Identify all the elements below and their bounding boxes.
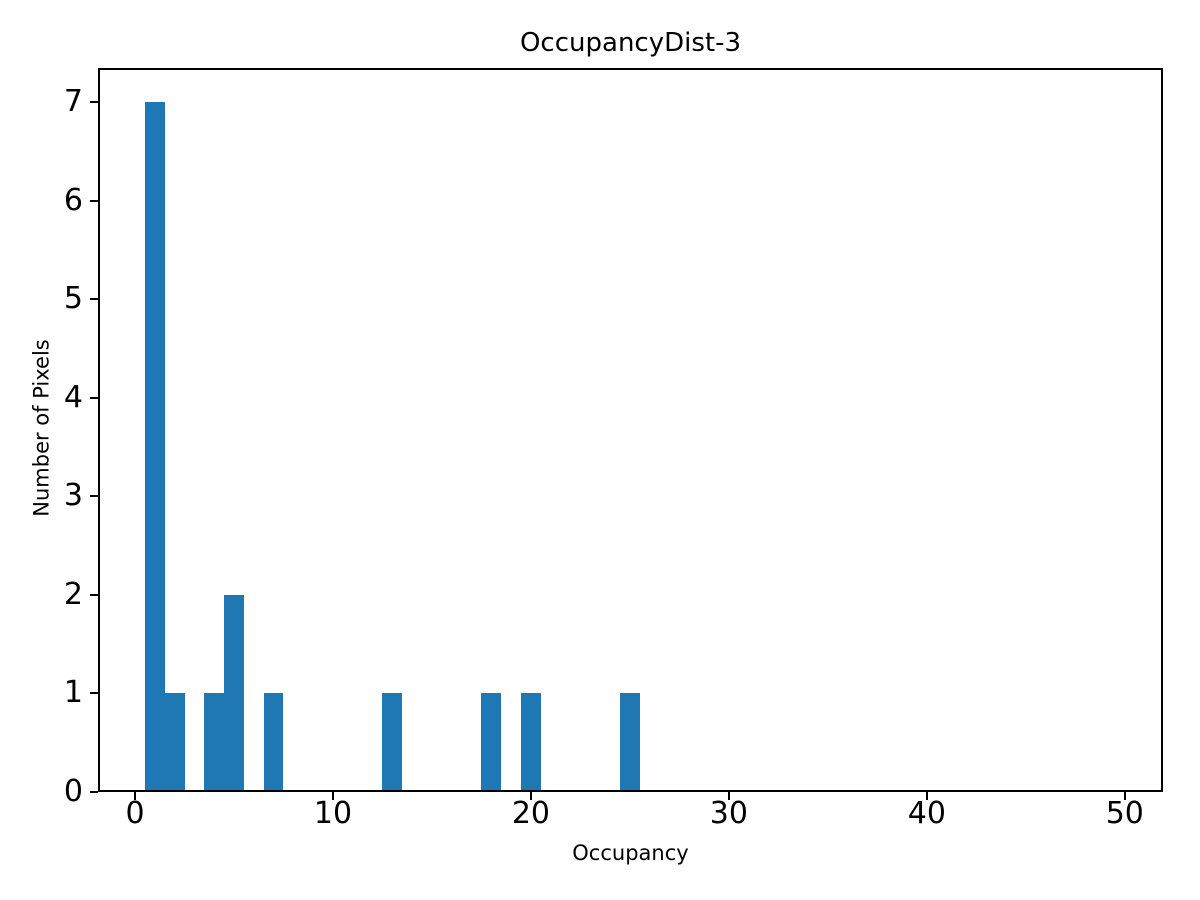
histogram-bar <box>224 595 244 790</box>
histogram-bar <box>165 693 185 790</box>
y-tick-label: 3 <box>63 478 83 514</box>
x-tick-label: 50 <box>1105 796 1144 831</box>
x-tick-mark <box>530 792 532 800</box>
x-tick-label: 20 <box>511 796 551 831</box>
y-tick-mark <box>90 594 98 596</box>
y-tick-mark <box>90 495 98 497</box>
plot-area <box>98 68 1163 792</box>
y-tick-label: 5 <box>63 281 83 317</box>
x-tick-mark <box>332 792 334 800</box>
x-tick-mark <box>134 792 136 800</box>
chart-title: OccupancyDist-3 <box>519 28 742 58</box>
x-axis-label: Occupancy <box>572 841 689 865</box>
y-tick-label: 4 <box>63 379 83 415</box>
x-tick-label: 40 <box>907 796 946 831</box>
y-axis-label: Number of Pixels <box>29 339 54 517</box>
histogram-bar <box>620 693 640 790</box>
x-tick-label: 0 <box>125 796 145 831</box>
histogram-bar <box>204 693 224 790</box>
x-tick-label: 30 <box>709 796 748 831</box>
y-tick-mark <box>90 791 98 793</box>
y-tick-label: 2 <box>63 576 83 612</box>
y-tick-mark <box>90 200 98 202</box>
histogram-bar <box>382 693 402 790</box>
x-tick-mark <box>728 792 730 800</box>
histogram-bar <box>145 102 165 790</box>
y-tick-mark <box>90 101 98 103</box>
y-tick-mark <box>90 397 98 399</box>
y-tick-label: 7 <box>63 84 83 120</box>
x-tick-label: 10 <box>313 796 353 831</box>
y-tick-label: 1 <box>63 675 83 711</box>
x-tick-mark <box>1124 792 1126 800</box>
y-tick-label: 6 <box>63 182 83 218</box>
y-tick-label: 0 <box>63 774 83 809</box>
x-tick-mark <box>926 792 928 800</box>
y-tick-mark <box>90 298 98 300</box>
histogram-bar <box>481 693 501 790</box>
histogram-bar <box>264 693 283 790</box>
y-tick-mark <box>90 692 98 694</box>
histogram-bar <box>521 693 541 790</box>
